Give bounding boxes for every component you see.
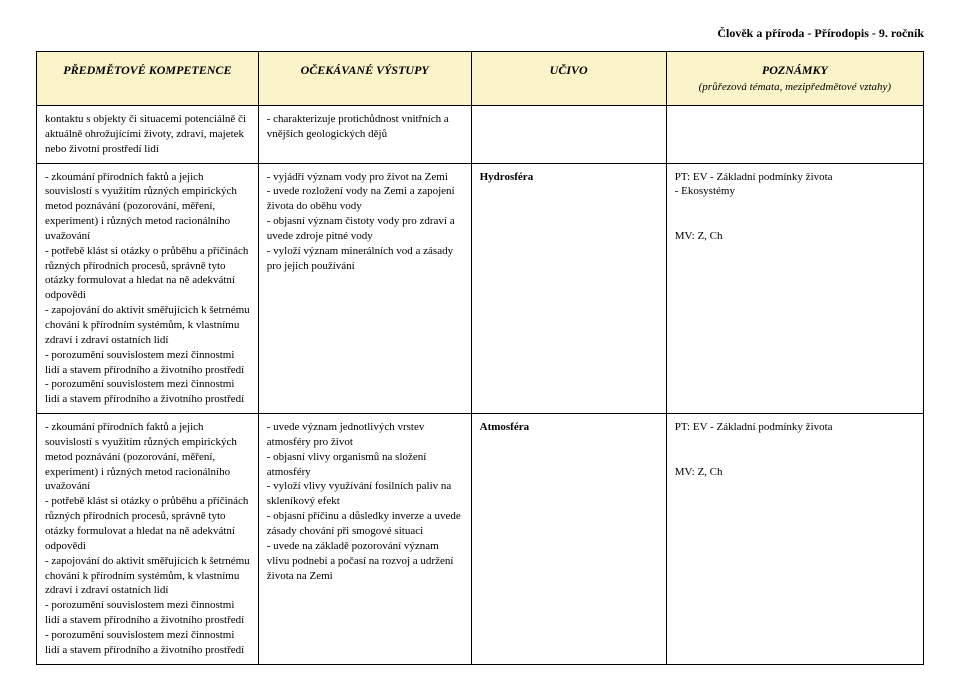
cell-outcomes: - uvede význam jednotlivých vrstev atmos… — [258, 414, 471, 665]
header-competence: PŘEDMĚTOVÉ KOMPETENCE — [37, 52, 259, 106]
header-notes-top: POZNÁMKY — [762, 63, 828, 77]
cell-competence: kontaktu s objekty či situacemi potenciá… — [37, 106, 259, 164]
cell-subject: Hydrosféra — [471, 163, 666, 414]
page-title: Člověk a příroda - Přírodopis - 9. roční… — [36, 26, 924, 41]
cell-competence: - zkoumání přírodních faktů a jejich sou… — [37, 163, 259, 414]
table-header-row: PŘEDMĚTOVÉ KOMPETENCE OČEKÁVANÉ VÝSTUPY … — [37, 52, 924, 106]
table-row: - zkoumání přírodních faktů a jejich sou… — [37, 414, 924, 665]
header-notes-sub: (průřezová témata, mezipředmětové vztahy… — [671, 80, 919, 95]
curriculum-table: PŘEDMĚTOVÉ KOMPETENCE OČEKÁVANÉ VÝSTUPY … — [36, 51, 924, 665]
cell-subject: Atmosféra — [471, 414, 666, 665]
header-notes: POZNÁMKY (průřezová témata, mezipředměto… — [666, 52, 923, 106]
cell-notes — [666, 106, 923, 164]
table-row: kontaktu s objekty či situacemi potenciá… — [37, 106, 924, 164]
table-row: - zkoumání přírodních faktů a jejich sou… — [37, 163, 924, 414]
cell-outcomes: - vyjádří význam vody pro život na Zemi-… — [258, 163, 471, 414]
cell-notes: PT: EV - Základní podmínky životaMV: Z, … — [666, 414, 923, 665]
cell-notes: PT: EV - Základní podmínky života- Ekosy… — [666, 163, 923, 414]
cell-competence: - zkoumání přírodních faktů a jejich sou… — [37, 414, 259, 665]
cell-subject — [471, 106, 666, 164]
header-subject: UČIVO — [471, 52, 666, 106]
cell-outcomes: - charakterizuje protichůdnost vnitřních… — [258, 106, 471, 164]
header-outcomes: OČEKÁVANÉ VÝSTUPY — [258, 52, 471, 106]
